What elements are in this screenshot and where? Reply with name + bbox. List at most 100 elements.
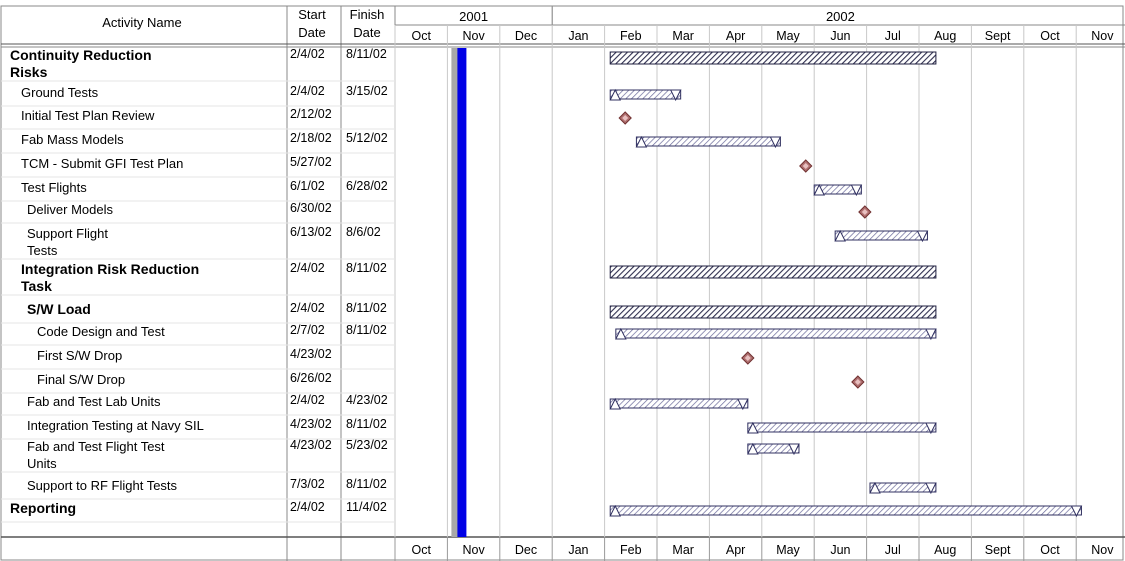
bar-end-triangle <box>1070 505 1083 518</box>
task-name: Integration Testing at Navy SIL <box>27 418 204 433</box>
footer-month-label: Mar <box>672 543 694 557</box>
chart-frame <box>0 5 1124 561</box>
footer-month-label: Oct <box>1040 543 1060 557</box>
month-label: May <box>776 29 800 43</box>
summary-bar <box>609 51 937 65</box>
task-bar <box>635 136 781 147</box>
year-label: 2001 <box>459 9 488 24</box>
task-finish-date: 8/11/02 <box>346 477 387 491</box>
task-finish-date: 8/11/02 <box>346 47 387 61</box>
footer-month-label: Aug <box>934 543 956 557</box>
task-start-date: 2/4/02 <box>290 84 325 98</box>
task-rows: Continuity Reduction Risks 2/4/02 8/11/02 Gr… <box>1 47 395 523</box>
task-finish-date: 6/28/02 <box>346 179 388 193</box>
footer-month-label: Jul <box>885 543 901 557</box>
task-start-date: 7/3/02 <box>290 477 325 491</box>
month-label: Nov <box>462 29 485 43</box>
task-start-date: 6/13/02 <box>290 225 332 239</box>
footer-months: Oct Nov Dec Jan Feb Mar Apr May Jun Jul Aug Sept Oct… <box>411 543 1114 557</box>
footer-month-label: Nov <box>462 543 485 557</box>
task-bar <box>615 328 937 339</box>
bar-start-triangle <box>635 135 648 148</box>
task-name: Fab and Test Lab Units <box>27 394 161 409</box>
milestone-highlight <box>861 209 868 215</box>
header-activity-name: Activity Name <box>102 15 181 30</box>
footer-month-label: Apr <box>726 543 745 557</box>
task-bar <box>609 89 682 100</box>
task-name: Integration Risk Reduction Task <box>21 261 199 294</box>
task-start-date: 2/4/02 <box>290 301 325 315</box>
footer-month-label: May <box>776 543 800 557</box>
bar-start-triangle <box>615 327 627 340</box>
bar-start-triangle <box>813 183 826 196</box>
grid <box>0 5 1125 561</box>
task-start-date: 6/26/02 <box>290 371 332 385</box>
header-months: 2001 2002 Oct Nov Dec Jan Feb Mar Apr May Jun Jul Au… <box>411 9 1114 43</box>
task-name: TCM - Submit GFI Test Plan <box>21 156 183 171</box>
footer-month-label: Oct <box>411 543 431 557</box>
task-bar <box>834 230 928 241</box>
task-name: Initial Test Plan Review <box>21 108 155 123</box>
footer-month-label: Jun <box>830 543 850 557</box>
month-label: Jun <box>830 29 850 43</box>
task-finish-date: 8/11/02 <box>346 323 387 337</box>
bar-end-triangle <box>769 136 782 149</box>
task-name: S/W Load <box>27 301 91 317</box>
column-header: Activity Name Start Date Finish Date <box>102 7 384 40</box>
task-bar <box>813 184 862 195</box>
bar-end-triangle <box>916 230 929 243</box>
task-finish-date: 5/23/02 <box>346 438 388 452</box>
year-label: 2002 <box>826 9 855 24</box>
task-name: Support to RF Flight Tests <box>27 478 178 493</box>
task-start-date: 6/1/02 <box>290 179 325 193</box>
task-finish-date: 8/11/02 <box>346 261 387 275</box>
task-finish-date: 8/11/02 <box>346 417 387 431</box>
task-start-date: 2/4/02 <box>290 47 325 61</box>
task-start-date: 2/18/02 <box>290 131 332 145</box>
month-label: Jul <box>885 29 901 43</box>
bar-end-triangle <box>925 482 937 495</box>
task-name: Ground Tests <box>21 85 99 100</box>
task-bar <box>747 443 800 454</box>
month-label: Mar <box>672 29 694 43</box>
task-finish-date: 4/23/02 <box>346 393 388 407</box>
task-name: Fab and Test Flight Test Units <box>27 439 165 471</box>
task-start-date: 2/4/02 <box>290 261 325 275</box>
task-name: First S/W Drop <box>37 348 122 363</box>
task-finish-date: 5/12/02 <box>346 131 388 145</box>
task-start-date: 2/4/02 <box>290 393 325 407</box>
footer-month-label: Dec <box>515 543 537 557</box>
task-name: Code Design and Test <box>37 324 165 339</box>
bar-start-triangle <box>609 397 622 410</box>
bar-start-triangle <box>747 421 759 434</box>
task-finish-date: 3/15/02 <box>346 84 388 98</box>
task-name: Continuity Reduction Risks <box>10 47 152 80</box>
task-bar <box>747 422 937 433</box>
task-start-date: 2/4/02 <box>290 500 325 514</box>
bar-start-triangle <box>834 229 846 242</box>
task-name: Reporting <box>10 500 76 516</box>
task-finish-date: 8/6/02 <box>346 225 381 239</box>
task-name: Final S/W Drop <box>37 372 125 387</box>
header-finish-line1: Finish <box>350 7 385 22</box>
bar-end-triangle <box>925 328 937 341</box>
task-bars <box>609 51 1083 518</box>
month-label: Feb <box>620 29 642 43</box>
header-finish-line2: Date <box>353 25 380 40</box>
header-start-line1: Start <box>298 7 326 22</box>
current-date-marker <box>451 48 467 537</box>
task-start-date: 2/7/02 <box>290 323 325 337</box>
footer-month-label: Feb <box>620 543 642 557</box>
task-name: Test Flights <box>21 180 87 195</box>
bar-start-triangle <box>747 442 759 455</box>
task-bar <box>609 398 749 409</box>
month-label: Dec <box>515 29 537 43</box>
bar-start-triangle <box>869 481 881 494</box>
task-finish-date: 11/4/02 <box>346 500 387 514</box>
task-start-date: 6/30/02 <box>290 201 332 215</box>
bar-end-triangle <box>669 89 682 102</box>
month-label: Oct <box>1040 29 1060 43</box>
summary-bar <box>609 265 937 279</box>
task-name: Deliver Models <box>27 202 113 217</box>
